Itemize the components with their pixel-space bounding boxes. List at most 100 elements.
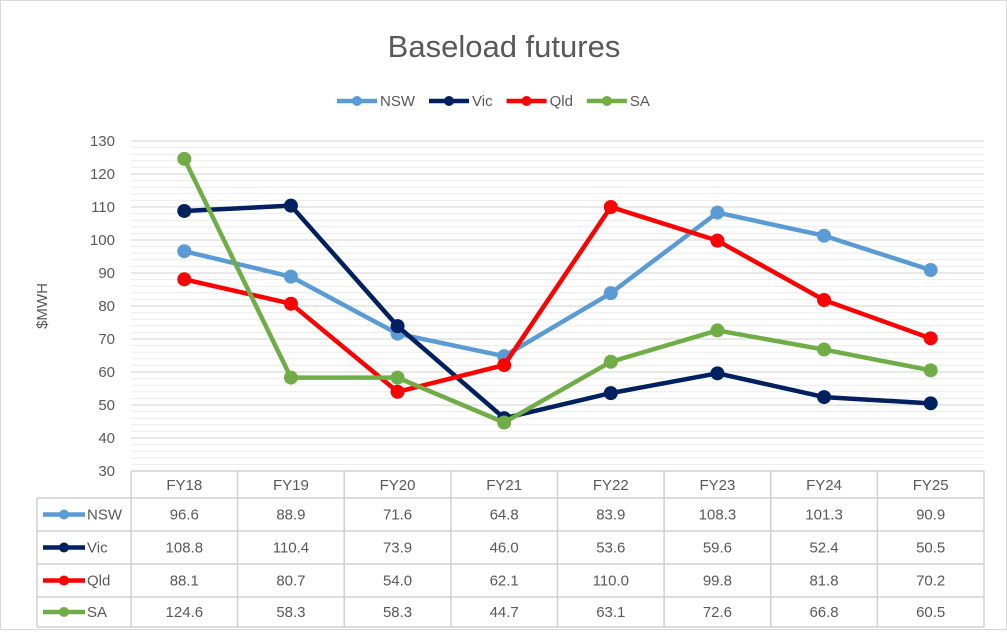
table-cell-value: 83.9 — [596, 507, 625, 524]
legend-marker-qld — [521, 96, 532, 106]
y-tick-label: 100 — [90, 232, 115, 249]
x-category-label: FY24 — [806, 477, 842, 494]
table-cell-value: 58.3 — [383, 604, 412, 621]
table-cell-value: 70.2 — [916, 573, 945, 590]
y-tick-label: 80 — [98, 298, 115, 315]
table-series-label: NSW — [87, 507, 123, 524]
x-category-label: FY20 — [380, 477, 416, 494]
series-line-nsw — [183, 210, 932, 359]
x-category-label: FY21 — [486, 477, 522, 494]
table-cell-value: 60.5 — [916, 604, 945, 621]
y-tick-label: 110 — [91, 199, 115, 216]
legend-marker-vic — [444, 96, 454, 106]
data-point-sa — [923, 363, 938, 378]
table-series-label: Vic — [87, 540, 108, 557]
table-cell-value: 64.8 — [490, 507, 519, 524]
data-point-sa — [283, 370, 298, 385]
data-point-sa — [817, 342, 832, 357]
y-tick-label: 40 — [98, 430, 115, 447]
table-cell-value: 90.9 — [916, 507, 945, 524]
y-tick-label: 60 — [98, 364, 115, 381]
table-cell-value: 108.8 — [166, 540, 204, 557]
data-point-sa — [177, 151, 192, 166]
x-category-label: FY22 — [593, 477, 629, 494]
y-tick-label: 90 — [98, 265, 115, 282]
series-line-sa — [182, 157, 932, 425]
series-lines — [177, 151, 938, 430]
x-category-label: FY18 — [166, 477, 202, 494]
table-cell-value: 72.6 — [703, 604, 732, 621]
data-table: FY18 FY19 FY20 FY21 FY22 FY23 FY24 FY25 NSW 96.6 8… — [36, 470, 985, 628]
data-point-vic — [603, 386, 618, 401]
table-cell-value: 50.5 — [916, 540, 945, 557]
table-series-label: SA — [87, 604, 107, 621]
y-tick-label: 130 — [90, 133, 115, 150]
data-point-nsw — [710, 205, 725, 220]
data-point-qld — [497, 358, 512, 373]
data-point-sa — [390, 370, 405, 385]
y-tick-label: 70 — [98, 331, 115, 348]
table-legend-marker-sa — [59, 607, 69, 617]
data-point-qld — [923, 331, 938, 346]
legend-label: SA — [630, 93, 650, 110]
y-tick-label: 50 — [98, 397, 115, 414]
table-cell-value: 88.9 — [276, 507, 305, 524]
table-cell-value: 101.3 — [805, 507, 843, 524]
data-point-nsw — [283, 269, 298, 284]
data-point-vic — [177, 203, 192, 218]
data-point-qld — [710, 233, 725, 248]
table-legend-marker-qld — [59, 575, 69, 586]
legend: NSW Vic Qld SA — [337, 93, 650, 110]
data-point-qld — [817, 293, 832, 308]
table-cell-value: 96.6 — [170, 507, 199, 524]
data-point-sa — [497, 415, 512, 430]
table-cell-value: 58.3 — [276, 604, 305, 621]
data-point-vic — [390, 319, 405, 334]
table-cell-value: 110.0 — [593, 573, 629, 590]
data-point-sa — [710, 323, 725, 338]
table-cell-value: 46.0 — [490, 540, 519, 557]
table-cell-value: 88.1 — [170, 573, 199, 590]
data-point-qld — [603, 200, 618, 214]
table-cell-value: 52.4 — [809, 540, 838, 557]
table-cell-value: 66.8 — [809, 604, 838, 621]
legend-marker-nsw — [352, 96, 362, 106]
legend-label: NSW — [380, 93, 416, 110]
table-cell-value: 62.1 — [490, 573, 519, 590]
series-line-qld — [183, 204, 932, 395]
gridlines — [131, 140, 984, 472]
table-cell-value: 124.6 — [166, 604, 204, 621]
table-cell-value: 63.1 — [596, 604, 625, 621]
data-point-qld — [390, 384, 405, 399]
table-legend-marker-vic — [59, 542, 69, 553]
x-category-label: FY25 — [913, 477, 949, 494]
x-category-label: FY23 — [700, 477, 736, 494]
data-point-vic — [710, 366, 725, 381]
x-category-label: FY19 — [273, 477, 309, 494]
table-cell-value: 81.8 — [809, 573, 838, 590]
legend-label: Vic — [472, 93, 493, 110]
legend-label: Qld — [550, 93, 573, 110]
table-cell-value: 110.4 — [273, 540, 309, 557]
table-cell-value: 44.7 — [490, 604, 519, 621]
table-cell-value: 108.3 — [699, 507, 737, 524]
data-point-vic — [923, 396, 938, 411]
y-axis-ticks: 30 40 50 60 70 80 90 100 110 120 130 — [90, 133, 115, 480]
data-point-sa — [603, 354, 618, 369]
table-cell-value: 59.6 — [703, 540, 732, 557]
y-axis-label: $MWH — [34, 283, 51, 329]
data-point-vic — [817, 390, 832, 405]
legend-marker-sa — [601, 96, 612, 106]
table-series-label: Qld — [87, 573, 110, 590]
table-cell-value: 71.6 — [383, 507, 412, 524]
chart-title: Baseload futures — [388, 29, 621, 64]
data-point-nsw — [603, 286, 618, 301]
y-tick-label: 120 — [90, 166, 115, 183]
table-cell-value: 54.0 — [383, 573, 412, 590]
series-line-vic — [184, 203, 931, 421]
data-point-qld — [177, 272, 192, 287]
table-legend-marker-nsw — [59, 509, 69, 520]
data-point-qld — [283, 296, 298, 311]
